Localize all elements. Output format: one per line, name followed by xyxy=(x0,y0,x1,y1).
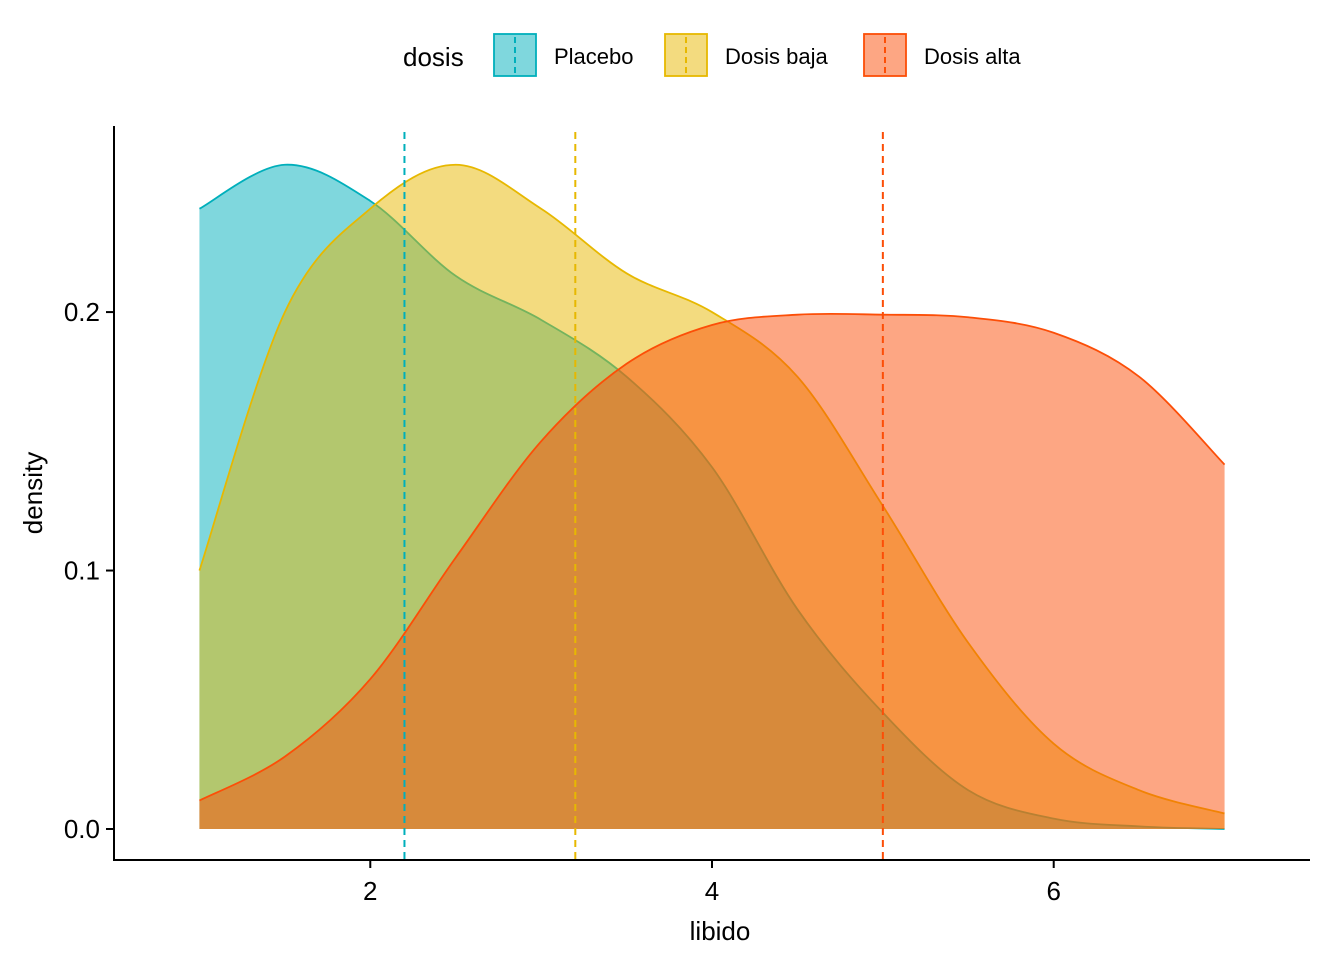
density-area-dosis-alta xyxy=(199,313,1225,829)
x-ticks: 2 4 6 xyxy=(363,860,1061,906)
y-tick-label: 0.2 xyxy=(64,297,100,327)
legend-title: dosis xyxy=(403,42,464,72)
legend-item-dosis-alta: Dosis alta xyxy=(863,33,1021,77)
x-tick-label: 6 xyxy=(1046,876,1060,906)
y-ticks: 0.0 0.1 0.2 xyxy=(64,297,114,844)
density-series-dosis-alta xyxy=(199,312,1226,829)
legend-label-placebo: Placebo xyxy=(554,44,634,69)
x-tick-label: 2 xyxy=(363,876,377,906)
y-tick-label: 0.0 xyxy=(64,814,100,844)
y-axis-title: density xyxy=(18,452,48,534)
x-axis-title: libido xyxy=(690,916,751,946)
density-line-dosis-alta xyxy=(199,312,1226,802)
density-areas xyxy=(198,163,1226,830)
x-tick-label: 4 xyxy=(705,876,719,906)
legend-label-dosis-baja: Dosis baja xyxy=(725,44,828,69)
legend-label-dosis-alta: Dosis alta xyxy=(924,44,1021,69)
legend: dosis Placebo Dosis baja Dosis alta xyxy=(403,33,1021,77)
legend-item-dosis-baja: Dosis baja xyxy=(664,33,828,77)
legend-item-placebo: Placebo xyxy=(493,33,634,77)
mean-lines xyxy=(403,132,884,860)
y-tick-label: 0.1 xyxy=(64,556,100,586)
